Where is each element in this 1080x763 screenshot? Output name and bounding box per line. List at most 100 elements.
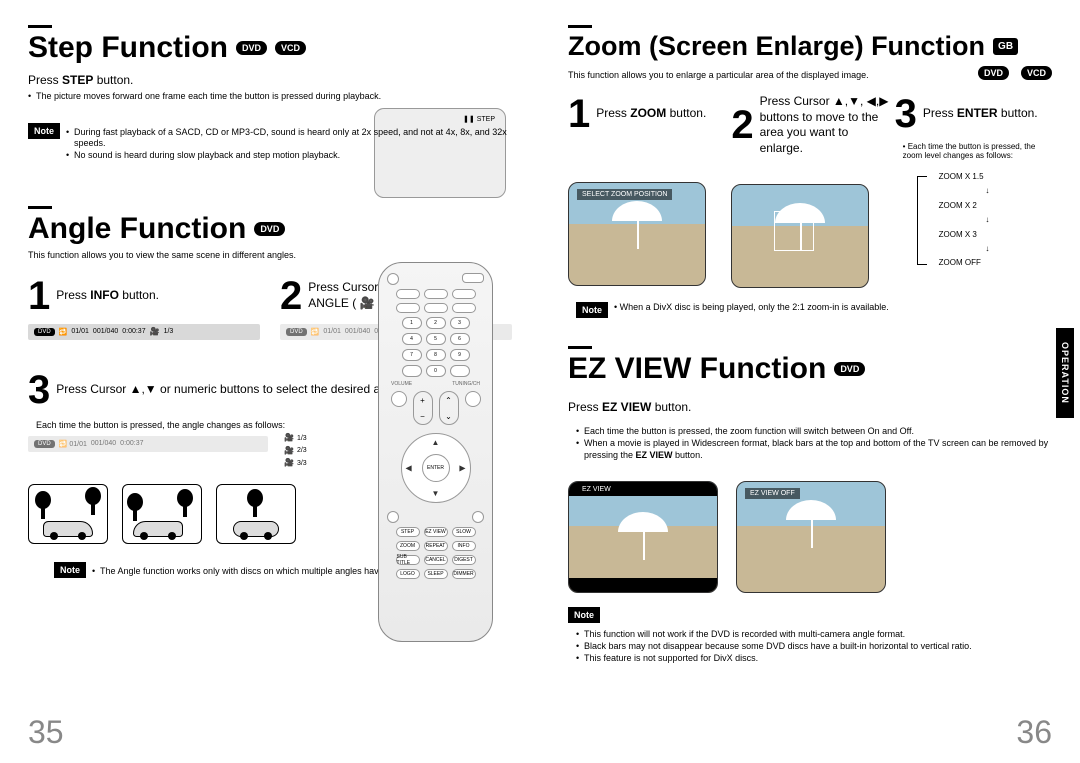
- angle-desc: This function allows you to view the sam…: [28, 250, 512, 260]
- remote-btn[interactable]: EZ VIEW: [424, 527, 448, 537]
- camera-icon: 🎥: [284, 445, 294, 458]
- bullet: The picture moves forward one frame each…: [28, 91, 512, 103]
- page-num-right: 36: [1016, 714, 1052, 751]
- bullet: This function will not work if the DVD i…: [576, 629, 1052, 641]
- black-bar: [569, 578, 717, 592]
- umbrella-icon: [618, 512, 668, 532]
- remote-num[interactable]: 9: [450, 349, 470, 361]
- step-bullets: The picture moves forward one frame each…: [28, 91, 512, 103]
- zoom-step-1: 1 Press ZOOM button.: [568, 94, 725, 134]
- camera-icon: 🎥: [284, 457, 294, 470]
- remote-num[interactable]: 3: [450, 317, 470, 329]
- ez-tv-1: EZ VIEW: [568, 481, 718, 593]
- remote-btn[interactable]: [462, 273, 484, 283]
- pill: DVD: [34, 440, 55, 448]
- gb-badge: GB: [993, 38, 1018, 55]
- up-arrow-icon[interactable]: ▲: [432, 438, 440, 447]
- remote-btn[interactable]: [424, 303, 448, 313]
- remote-btn[interactable]: STEP: [396, 527, 420, 537]
- remote-btn[interactable]: SLOW: [452, 527, 476, 537]
- vcd-badge: VCD: [275, 41, 306, 55]
- car-1: [28, 484, 108, 544]
- remote-btn[interactable]: LOGO: [396, 569, 420, 579]
- zoom-note: Note • When a DivX disc is being played,…: [576, 302, 1052, 318]
- bullet: This feature is not supported for DivX d…: [576, 653, 1052, 665]
- remote-btn[interactable]: ZOOM: [396, 541, 420, 551]
- step-num: 1: [28, 276, 50, 316]
- remote-num[interactable]: 5: [426, 333, 446, 345]
- ez-note-bullets: This function will not work if the DVD i…: [568, 629, 1052, 664]
- camera-icon: 🎥: [150, 327, 160, 336]
- accent-bar: [568, 25, 592, 28]
- umbrella-icon: [786, 500, 836, 520]
- remote-btn[interactable]: [452, 289, 476, 299]
- v: 01/01: [323, 328, 341, 335]
- down-arrow-icon[interactable]: ▼: [432, 489, 440, 498]
- remote-btn[interactable]: REPEAT: [424, 541, 448, 551]
- zl: ZOOM X 3: [931, 228, 1052, 242]
- zoom-title: Zoom (Screen Enlarge) Function GB: [568, 31, 1052, 62]
- v: 001/040: [91, 440, 116, 447]
- title-text: EZ VIEW Function: [568, 352, 826, 386]
- step-text: Press Cursor ▲,▼ or numeric buttons to s…: [56, 382, 406, 398]
- tuning-rocker[interactable]: ⌃⌄: [439, 391, 459, 425]
- right-arrow-icon[interactable]: ▶: [459, 464, 465, 473]
- step-num: 2: [280, 276, 302, 316]
- v: 01/01: [71, 328, 89, 335]
- volume-rocker[interactable]: +−: [413, 391, 433, 425]
- val: 3/3: [297, 458, 307, 469]
- dvd-badge: DVD: [254, 222, 285, 236]
- left-arrow-icon[interactable]: ◀: [406, 464, 412, 473]
- dpad[interactable]: ▲ ▼ ◀ ▶: [401, 433, 471, 503]
- note-label: Note: [568, 607, 600, 623]
- remote-btn[interactable]: [396, 289, 420, 299]
- remote-btn[interactable]: DIMMER: [452, 569, 476, 579]
- umbrella-icon: [612, 201, 662, 221]
- connector: [917, 176, 927, 265]
- note-label: Note: [54, 562, 86, 578]
- remote-num[interactable]: 4: [402, 333, 422, 345]
- zoom-levels: ZOOM X 1.5 ↓ ZOOM X 2 ↓ ZOOM X 3 ↓ ZOOM …: [895, 170, 1052, 271]
- step-text: Press ENTER button.: [923, 106, 1038, 122]
- remote-btn[interactable]: [452, 303, 476, 313]
- remote-btn[interactable]: [472, 511, 484, 523]
- remote-btn[interactable]: INFO: [452, 541, 476, 551]
- remote-control: 123 456 789 0 VOLUMETUNING/CH +− ⌃⌄ ▲ ▼ …: [378, 262, 493, 642]
- ez-tv-2: EZ VIEW OFF: [736, 481, 886, 593]
- step-function-title: Step Function DVD VCD: [28, 31, 512, 65]
- zoom-rect: [774, 211, 814, 251]
- remote-btn[interactable]: SLEEP: [424, 569, 448, 579]
- preview-label: ❚❚ STEP: [463, 115, 495, 123]
- remote-num[interactable]: 6: [450, 333, 470, 345]
- val: 2/3: [297, 445, 307, 456]
- remote-num[interactable]: 1: [402, 317, 422, 329]
- lbl: TUNING/CH: [452, 381, 480, 387]
- remote-btn[interactable]: SUB TITLE: [396, 555, 420, 565]
- val: 1/3: [297, 433, 307, 444]
- remote-num[interactable]: 2: [426, 317, 446, 329]
- remote-btn[interactable]: CANCEL: [424, 555, 448, 565]
- page-right: Zoom (Screen Enlarge) Function GB This f…: [540, 0, 1080, 763]
- remote-num[interactable]: 0: [426, 365, 446, 377]
- remote-btn[interactable]: DIGEST: [452, 555, 476, 565]
- remote-btn[interactable]: [387, 273, 399, 285]
- bullet: During fast playback of a SACD, CD or MP…: [66, 127, 512, 150]
- remote-btn[interactable]: [424, 289, 448, 299]
- remote-btn[interactable]: [402, 365, 422, 377]
- tv-preview-1: SELECT ZOOM POSITION: [568, 182, 706, 286]
- bullet: Each time the button is pressed, the zoo…: [576, 426, 1052, 438]
- note-text: During fast playback of a SACD, CD or MP…: [66, 123, 512, 162]
- remote-num[interactable]: 7: [402, 349, 422, 361]
- remote-btn[interactable]: [387, 511, 399, 523]
- v: 🔁 01/01: [59, 440, 87, 448]
- remote-btn[interactable]: [396, 303, 420, 313]
- step-num: 1: [568, 94, 590, 134]
- remote-btn[interactable]: [465, 391, 481, 407]
- remote-num[interactable]: 8: [426, 349, 446, 361]
- remote-btn[interactable]: [450, 365, 470, 377]
- accent-bar: [28, 206, 52, 209]
- note-text: • When a DivX disc is being played, only…: [614, 302, 889, 314]
- title-text: Zoom (Screen Enlarge) Function: [568, 31, 985, 62]
- note-label: Note: [576, 302, 608, 318]
- remote-btn[interactable]: [391, 391, 407, 407]
